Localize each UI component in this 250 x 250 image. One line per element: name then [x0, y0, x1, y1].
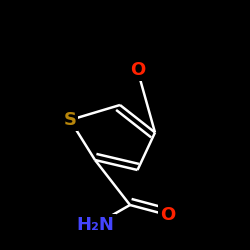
Text: O: O: [160, 206, 175, 224]
Text: S: S: [64, 111, 76, 129]
Text: O: O: [130, 61, 145, 79]
Text: H₂N: H₂N: [76, 216, 114, 234]
